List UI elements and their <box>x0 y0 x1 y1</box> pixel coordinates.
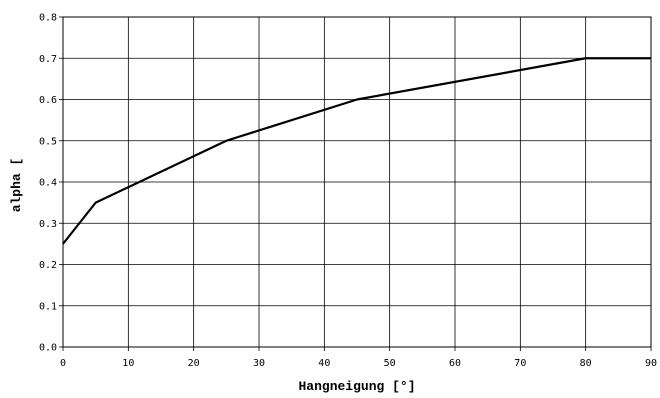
x-tick-label: 30 <box>253 358 265 369</box>
series-line <box>62 57 651 245</box>
y-tick-label: 0.6 <box>39 95 57 106</box>
y-tick-label: 0.0 <box>39 343 57 354</box>
x-tick-label: 0 <box>60 358 66 369</box>
plot-frame <box>62 16 652 348</box>
x-tick-label: 70 <box>514 358 526 369</box>
y-tick-label: 0.8 <box>39 13 57 24</box>
x-axis-title: Hangneigung [°] <box>298 379 415 394</box>
x-tick-labels: 0 10 20 30 40 50 60 70 80 90 <box>60 358 657 369</box>
y-tick-label: 0.3 <box>39 219 57 230</box>
x-tick-label: 50 <box>384 358 396 369</box>
x-tick-label: 60 <box>449 358 461 369</box>
y-tick-label: 0.2 <box>39 260 57 271</box>
x-tick-label: 40 <box>318 358 330 369</box>
x-tick-label: 80 <box>580 358 592 369</box>
x-tick-label: 90 <box>645 358 657 369</box>
y-tick-label: 0.5 <box>39 136 57 147</box>
series-layer <box>62 57 651 245</box>
x-tick-label: 20 <box>188 358 200 369</box>
grid-lines <box>59 16 652 351</box>
y-axis-title: alpha [ <box>9 158 24 213</box>
y-tick-label: 0.4 <box>39 178 57 189</box>
y-tick-labels: 0.0 0.1 0.2 0.3 0.4 0.5 0.6 0.7 0.8 <box>39 13 57 354</box>
y-tick-label: 0.1 <box>39 301 57 312</box>
y-tick-label: 0.7 <box>39 54 57 65</box>
x-tick-label: 10 <box>122 358 134 369</box>
